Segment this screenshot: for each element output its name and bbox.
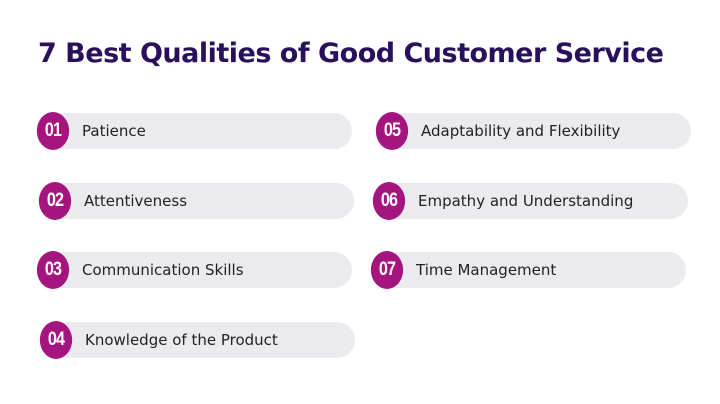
list-item: 01 Patience	[34, 112, 352, 150]
item-label: Knowledge of the Product	[85, 331, 278, 349]
item-number-badge: 07	[370, 251, 404, 289]
item-number-badge: 04	[39, 321, 73, 359]
item-label: Communication Skills	[82, 261, 244, 279]
list-item: 07 Time Management	[368, 251, 686, 289]
pill-background	[380, 183, 688, 219]
item-label: Empathy and Understanding	[418, 192, 634, 210]
item-number-badge: 03	[36, 251, 70, 289]
list-item: 03 Communication Skills	[34, 251, 352, 289]
list-item: 06 Empathy and Understanding	[370, 182, 688, 220]
item-number-badge: 02	[38, 182, 72, 220]
item-number-badge: 06	[372, 182, 406, 220]
pill-background	[378, 252, 686, 288]
pill-background	[44, 252, 352, 288]
item-label: Patience	[82, 122, 146, 140]
pill-background	[47, 322, 355, 358]
item-number-badge: 05	[375, 112, 409, 150]
pill-background	[46, 183, 354, 219]
list-item: 02 Attentiveness	[36, 182, 354, 220]
page-title: 7 Best Qualities of Good Customer Servic…	[38, 38, 664, 69]
item-label: Adaptability and Flexibility	[421, 122, 621, 140]
item-label: Time Management	[416, 261, 557, 279]
pill-background	[44, 113, 352, 149]
pill-background	[383, 113, 691, 149]
item-label: Attentiveness	[84, 192, 188, 210]
list-item: 05 Adaptability and Flexibility	[373, 112, 691, 150]
item-number-badge: 01	[36, 112, 70, 150]
list-item: 04 Knowledge of the Product	[37, 321, 355, 359]
